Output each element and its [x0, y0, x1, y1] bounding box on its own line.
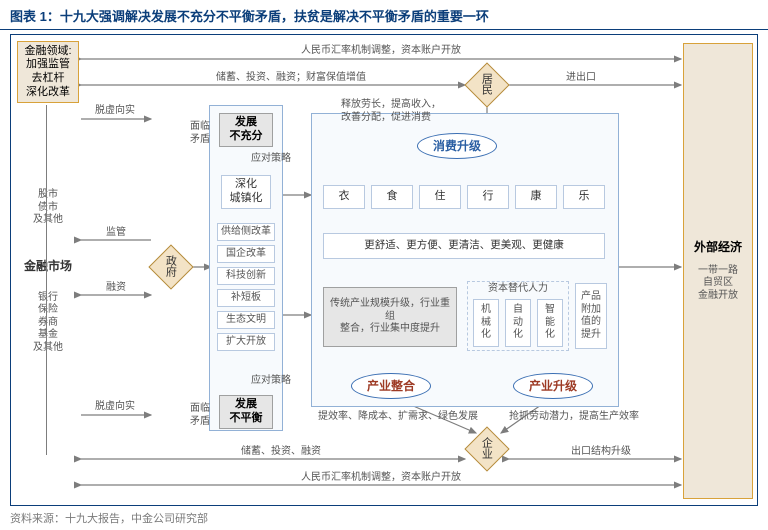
chart-title: 图表 1：十九大强调解决发展不充分不平衡矛盾，扶贫是解决不平衡矛盾的重要一环: [0, 0, 768, 30]
cap-2: 智 能 化: [537, 299, 563, 347]
rmb2-label: 人民币汇率机制调整，资本账户开放: [231, 472, 531, 485]
row1-0: 衣: [323, 185, 365, 209]
capital-title: 资本替代人力: [467, 283, 569, 296]
row1-1: 食: [371, 185, 413, 209]
enterprise-label: 企 业: [482, 438, 493, 460]
supervise-label: 监管: [101, 227, 131, 240]
integrate-oval: 产业整合: [351, 373, 431, 399]
link-bot-label: 脱虚向实: [85, 401, 145, 414]
reform-5: 扩大开放: [217, 333, 275, 351]
enterprise-diamond: 企 业: [464, 426, 509, 471]
bottom-right-label: 抢抓劳动潜力，提高生产效率: [499, 411, 649, 424]
gov-label: 政 府: [166, 256, 177, 278]
driver-text: 释放劳长，提高收入， 改善分配，促进消费: [321, 99, 461, 124]
reform-3: 补短板: [217, 289, 275, 307]
consume-oval: 消费升级: [417, 133, 497, 159]
cap-0: 机 械 化: [473, 299, 499, 347]
savings-top-label: 储蓄、投资、融资；财富保值增值: [181, 72, 401, 85]
external-sub: 一带一路 自贸区 金融开放: [698, 265, 738, 303]
row1-2: 住: [419, 185, 461, 209]
strategy-1: 应对策略: [249, 153, 293, 166]
row2-box: 更舒适、更方便、更清洁、更美观、更健康: [323, 233, 605, 259]
dev-imbalance: 发展 不平衡: [219, 395, 273, 429]
finance-field-box: 金融领域: 加强监管 去杠杆 深化改革: [17, 41, 79, 103]
market-title: 金融市场: [17, 257, 79, 275]
strategy-2: 应对策略: [249, 375, 293, 388]
row1-3: 行: [467, 185, 509, 209]
deepen-box: 深化 城镇化: [221, 175, 271, 209]
cap-1: 自 动 化: [505, 299, 531, 347]
row1-4: 康: [515, 185, 557, 209]
facing-2: 面临 矛盾: [187, 403, 213, 428]
diagram-canvas: 金融领域: 加强监管 去杠杆 深化改革 股市 债市 及其他 金融市场 银行 保险…: [10, 34, 758, 506]
source-footer: 资料来源：十九大报告，中金公司研究部: [0, 506, 768, 530]
link-top-label: 脱虚向实: [85, 105, 145, 118]
reform-1: 国企改革: [217, 245, 275, 263]
resident-label: 居 民: [482, 74, 493, 96]
addval-box: 产品 附加 值的 提升: [575, 283, 607, 349]
industry-text: 传统产业规模升级，行业重组 整合，行业集中度提升: [323, 287, 457, 347]
upgrade-oval: 产业升级: [513, 373, 593, 399]
reform-2: 科技创新: [217, 267, 275, 285]
gov-diamond: 政 府: [148, 244, 193, 289]
external-title: 外部经济: [694, 240, 742, 255]
market-lower: 银行 保险 券商 基金 及其他: [17, 287, 79, 359]
reform-4: 生态文明: [217, 311, 275, 329]
market-upper: 股市 债市 及其他: [17, 185, 79, 231]
export-label: 进出口: [551, 72, 611, 85]
bottom-left-label: 提效率、降成本、扩需求、绿色发展: [313, 411, 483, 424]
export-struct-label: 出口结构升级: [551, 446, 651, 459]
external-box: 外部经济 一带一路 自贸区 金融开放: [683, 43, 753, 499]
row1-5: 乐: [563, 185, 605, 209]
reform-0: 供给侧改革: [217, 223, 275, 241]
rmb-top-label: 人民币汇率机制调整，资本账户开放: [231, 45, 531, 58]
financing-label: 融资: [101, 282, 131, 295]
resident-diamond: 居 民: [464, 62, 509, 107]
facing-1: 面临 矛盾: [187, 121, 213, 146]
savings2-label: 储蓄、投资、融资: [211, 446, 351, 459]
dev-insufficient: 发展 不充分: [219, 113, 273, 147]
